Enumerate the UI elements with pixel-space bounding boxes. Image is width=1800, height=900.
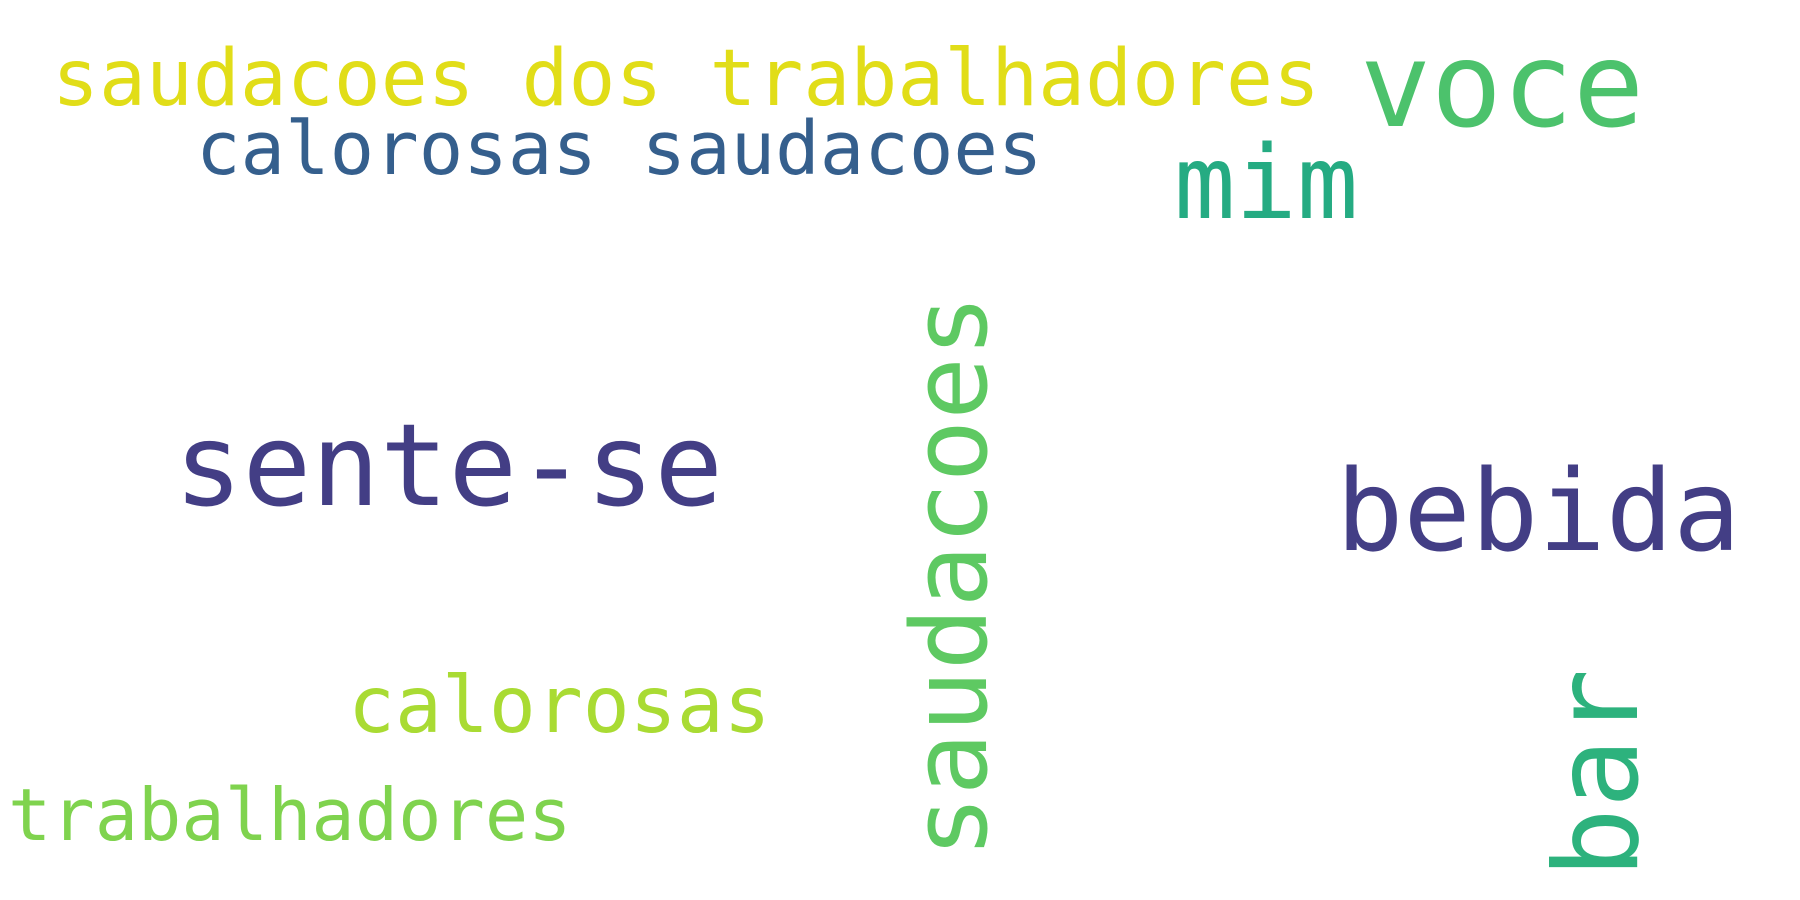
word-mim: mim: [1174, 124, 1359, 243]
word-bebida: bebida: [1336, 447, 1741, 577]
word-calorosas: calorosas: [348, 661, 771, 751]
word-bar-vertical: bar: [1530, 668, 1665, 878]
word-saudacoes-vertical: saudacoes: [889, 294, 1011, 858]
word-trabalhadores: trabalhadores: [8, 773, 572, 857]
word-calorosas-saudacoes: calorosas saudacoes: [196, 106, 1043, 192]
word-saudacoes-dos-trabalhadores: saudacoes dos trabalhadores: [52, 34, 1320, 124]
word-voce: voce: [1360, 16, 1645, 154]
word-sente-se: sente-se: [174, 399, 724, 532]
